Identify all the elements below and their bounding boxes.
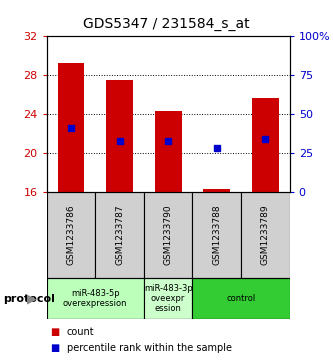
- Text: ■: ■: [50, 327, 59, 337]
- Bar: [192, 192, 241, 278]
- Bar: [252, 98, 279, 192]
- Text: GSM1233787: GSM1233787: [115, 205, 124, 265]
- Bar: [144, 192, 192, 278]
- Text: miR-483-5p
overexpression: miR-483-5p overexpression: [63, 289, 128, 308]
- Bar: [58, 63, 84, 192]
- Text: GSM1233786: GSM1233786: [66, 205, 76, 265]
- Text: count: count: [67, 327, 94, 337]
- Text: protocol: protocol: [3, 294, 55, 303]
- Text: GSM1233789: GSM1233789: [261, 205, 270, 265]
- Bar: [106, 80, 133, 192]
- Bar: [192, 278, 290, 319]
- Text: ■: ■: [50, 343, 59, 354]
- Text: GSM1233790: GSM1233790: [164, 205, 173, 265]
- Text: ▶: ▶: [27, 292, 36, 305]
- Text: GDS5347 / 231584_s_at: GDS5347 / 231584_s_at: [83, 17, 250, 30]
- Bar: [47, 278, 144, 319]
- Text: miR-483-3p
oveexpr
ession: miR-483-3p oveexpr ession: [144, 284, 192, 314]
- Bar: [144, 278, 192, 319]
- Bar: [155, 111, 181, 192]
- Bar: [95, 192, 144, 278]
- Bar: [47, 192, 95, 278]
- Bar: [241, 192, 290, 278]
- Bar: [203, 189, 230, 192]
- Text: percentile rank within the sample: percentile rank within the sample: [67, 343, 231, 354]
- Text: GSM1233788: GSM1233788: [212, 205, 221, 265]
- Text: control: control: [226, 294, 256, 303]
